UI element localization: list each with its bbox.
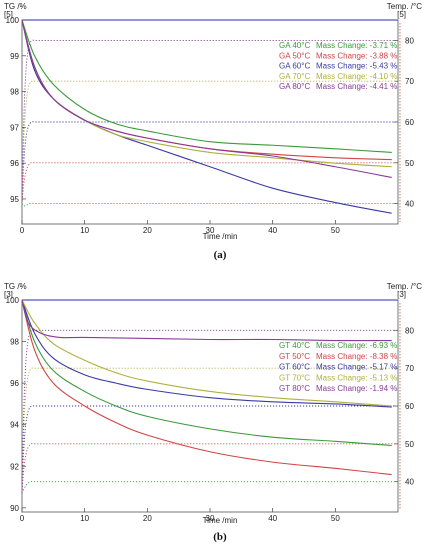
y2-tick-label: 50	[405, 159, 414, 168]
y2-tick-label: 60	[405, 402, 414, 411]
legend-mass-change: Mass Change: -8.38 %	[316, 352, 397, 361]
y-tick-label: 98	[10, 88, 19, 97]
temperature-curve	[21, 405, 396, 494]
legend-series-name: GT 60°C	[279, 363, 310, 372]
legend-series-name: GA 70°C	[279, 72, 310, 81]
y-tick-label: 90	[10, 504, 19, 513]
y-axis-label: TG /%	[4, 2, 27, 11]
y2-tick-label: 60	[405, 118, 414, 127]
y2-axis-tag: [3]	[397, 290, 406, 299]
y2-tick-label: 50	[405, 440, 414, 449]
legend-series-name: GA 60°C	[279, 62, 310, 71]
panel-caption: (b)	[213, 531, 227, 543]
y-tick-label: 94	[10, 421, 19, 430]
legend-series-name: GT 40°C	[279, 341, 310, 350]
x-tick-label: 20	[143, 514, 152, 523]
tg-series-line	[21, 19, 392, 153]
panel-caption: (a)	[214, 249, 227, 261]
y-axis-tag: [5]	[4, 10, 13, 19]
legend-mass-change: Mass Change: -1.94 %	[316, 384, 397, 393]
x-tick-label: 40	[268, 514, 277, 523]
legend-mass-change: Mass Change: -3.71 %	[316, 41, 397, 50]
y-tick-label: 92	[10, 462, 19, 471]
x-tick-label: 50	[331, 514, 340, 523]
temperature-curve	[21, 121, 396, 204]
y-tick-label: 97	[10, 123, 19, 132]
legend-mass-change: Mass Change: -3.88 %	[316, 51, 397, 60]
tg-series-line	[21, 299, 392, 447]
y-tick-label: 96	[10, 159, 19, 168]
temperature-curve	[21, 80, 396, 204]
legend-mass-change: Mass Change: -4.10 %	[316, 72, 397, 81]
y2-tick-label: 40	[405, 200, 414, 209]
tg-series-line	[21, 19, 392, 214]
y2-axis-tag: [5]	[397, 10, 406, 19]
tg-series-line	[21, 299, 392, 408]
x-axis-label: Time /min	[203, 232, 238, 241]
y2-tick-label: 40	[405, 478, 414, 487]
temperature-curve	[21, 202, 396, 207]
y-tick-label: 96	[10, 379, 19, 388]
temperature-curve	[21, 480, 396, 494]
y2-axis-label: Temp. /°C	[387, 2, 422, 11]
x-tick-label: 30	[206, 226, 215, 235]
x-tick-label: 50	[331, 226, 340, 235]
legend-series-name: GT 50°C	[279, 352, 310, 361]
y2-tick-label: 80	[405, 326, 414, 335]
x-tick-label: 0	[20, 514, 25, 523]
tg-series-line	[21, 19, 392, 179]
y-axis-tag: [3]	[4, 290, 13, 299]
tg-series-line	[21, 299, 392, 342]
legend-series-name: GA 80°C	[279, 82, 310, 91]
y2-axis-label: Temp. /°C	[387, 282, 422, 291]
y2-tick-label: 70	[405, 364, 414, 373]
legend-mass-change: Mass Change: -6.93 %	[316, 341, 397, 350]
x-tick-label: 0	[20, 226, 25, 235]
legend-mass-change: Mass Change: -5.13 %	[316, 373, 397, 382]
y-tick-label: 100	[6, 16, 20, 25]
tg-series-line	[21, 299, 392, 476]
legend-mass-change: Mass Change: -5.17 %	[316, 363, 397, 372]
x-axis-label: Time /min	[203, 516, 238, 525]
x-tick-label: 40	[268, 226, 277, 235]
y-tick-label: 98	[10, 338, 19, 347]
legend-series-name: GA 50°C	[279, 51, 310, 60]
legend-series-name: GT 80°C	[279, 384, 310, 393]
y-tick-label: 99	[10, 52, 19, 61]
legend-series-name: GT 70°C	[279, 373, 310, 382]
x-tick-label: 30	[206, 514, 215, 523]
legend-series-name: GA 40°C	[279, 41, 310, 50]
y-tick-label: 100	[6, 296, 20, 305]
x-tick-label: 20	[143, 226, 152, 235]
y-tick-label: 95	[10, 195, 19, 204]
x-tick-label: 10	[80, 514, 89, 523]
y-axis-label: TG /%	[4, 282, 27, 291]
legend-mass-change: Mass Change: -5.43 %	[316, 62, 397, 71]
x-tick-label: 10	[80, 226, 89, 235]
legend-mass-change: Mass Change: -4.41 %	[316, 82, 397, 91]
temperature-curve	[21, 162, 396, 204]
temperature-curve	[21, 39, 396, 204]
y2-tick-label: 70	[405, 77, 414, 86]
y2-tick-label: 80	[405, 36, 414, 45]
